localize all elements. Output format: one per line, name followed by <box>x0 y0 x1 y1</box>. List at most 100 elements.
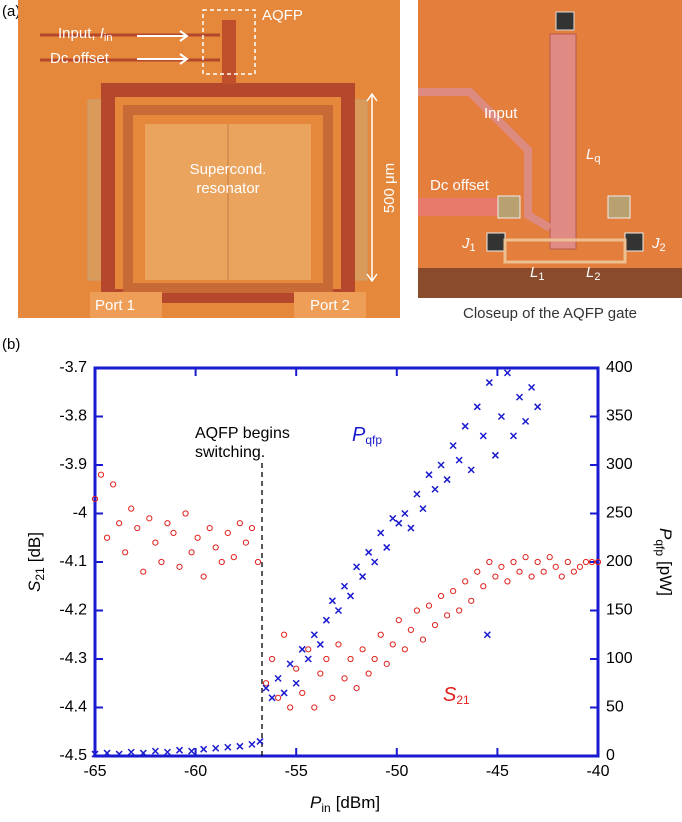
y2-tick-label: 150 <box>606 602 633 619</box>
aqfp <box>222 20 236 84</box>
point <box>516 393 524 401</box>
point <box>522 417 530 425</box>
point <box>97 471 105 478</box>
point <box>485 379 493 387</box>
point <box>504 578 511 585</box>
point <box>377 529 385 537</box>
port-label: Port 2 <box>310 297 350 314</box>
label-part: Input, <box>58 25 100 42</box>
point <box>353 563 361 571</box>
pad <box>497 195 521 219</box>
point <box>383 660 390 667</box>
point <box>212 744 220 752</box>
label-part: L <box>586 146 594 163</box>
point <box>467 466 475 474</box>
annotation: AQFP begins <box>195 425 290 442</box>
point <box>479 432 487 440</box>
point <box>449 442 457 450</box>
point <box>407 524 415 532</box>
point <box>443 476 451 484</box>
dc-label: Dc offset <box>430 177 490 194</box>
y-tick-label: -4.3 <box>59 650 87 667</box>
point <box>293 665 300 672</box>
point <box>431 621 439 629</box>
point <box>413 490 421 498</box>
panel-a: (a) Input, Iin Dc offset AQFP Supercond.… <box>2 0 682 322</box>
y-axis-label: S21 [dB] <box>25 532 47 592</box>
point <box>274 674 282 682</box>
point <box>323 655 330 663</box>
label-part: 2 <box>594 271 600 283</box>
point <box>425 602 433 609</box>
x-tick-label: -40 <box>586 763 609 780</box>
point <box>480 583 487 590</box>
point <box>281 631 288 638</box>
label-part: 21 <box>456 693 470 707</box>
y-tick-label: -4 <box>73 505 87 522</box>
port-label: Port 1 <box>95 297 135 314</box>
label-part: P <box>310 793 322 812</box>
point <box>122 549 129 556</box>
point <box>91 750 99 758</box>
port <box>294 292 366 318</box>
point <box>371 655 378 663</box>
input-label: Input, Iin <box>58 25 112 44</box>
x-tick-label: -55 <box>285 763 308 780</box>
point <box>456 607 463 614</box>
point <box>340 582 349 590</box>
point <box>365 548 373 556</box>
label-part: P <box>352 424 366 446</box>
point <box>516 568 523 575</box>
pad <box>555 11 575 31</box>
point <box>224 743 232 751</box>
point <box>268 655 276 663</box>
label-part: J <box>461 235 470 252</box>
label-part: 1 <box>470 242 476 254</box>
point <box>329 694 336 701</box>
point <box>546 554 553 561</box>
y2-tick-label: 350 <box>606 408 633 425</box>
scale-bar <box>366 92 378 283</box>
l-loop <box>503 238 627 264</box>
point <box>256 737 264 745</box>
point <box>170 529 177 537</box>
frame <box>123 105 333 293</box>
panel-label: (b) <box>2 336 20 353</box>
point <box>564 558 571 566</box>
y-tick-label: -4.4 <box>59 699 87 716</box>
point <box>140 568 147 575</box>
point <box>182 510 189 517</box>
y2-tick-label: 100 <box>606 650 633 667</box>
point <box>483 631 491 639</box>
point <box>450 588 457 595</box>
point <box>317 670 324 677</box>
point <box>175 746 184 754</box>
label-part: S <box>25 580 44 592</box>
y-tick-label: -4.1 <box>59 553 87 570</box>
y2-tick-label: 200 <box>606 553 633 570</box>
point <box>176 563 183 570</box>
input-wire <box>418 88 553 232</box>
l2-label: L2 <box>586 264 600 283</box>
point <box>413 607 421 614</box>
label-part: 2 <box>660 242 666 254</box>
y2-tick-label: 400 <box>606 359 633 376</box>
label-part: qfp <box>653 539 667 556</box>
point <box>341 675 348 682</box>
point <box>528 573 535 580</box>
point <box>248 524 256 532</box>
point <box>383 543 391 551</box>
point <box>305 646 312 653</box>
point <box>115 750 123 758</box>
point <box>570 568 577 575</box>
point <box>588 558 596 566</box>
y2-tick-label: 300 <box>606 456 633 473</box>
point <box>200 573 207 580</box>
point <box>540 568 547 575</box>
point <box>152 539 159 546</box>
point <box>206 524 213 532</box>
point <box>509 432 518 440</box>
point <box>528 383 536 391</box>
point <box>389 514 397 522</box>
